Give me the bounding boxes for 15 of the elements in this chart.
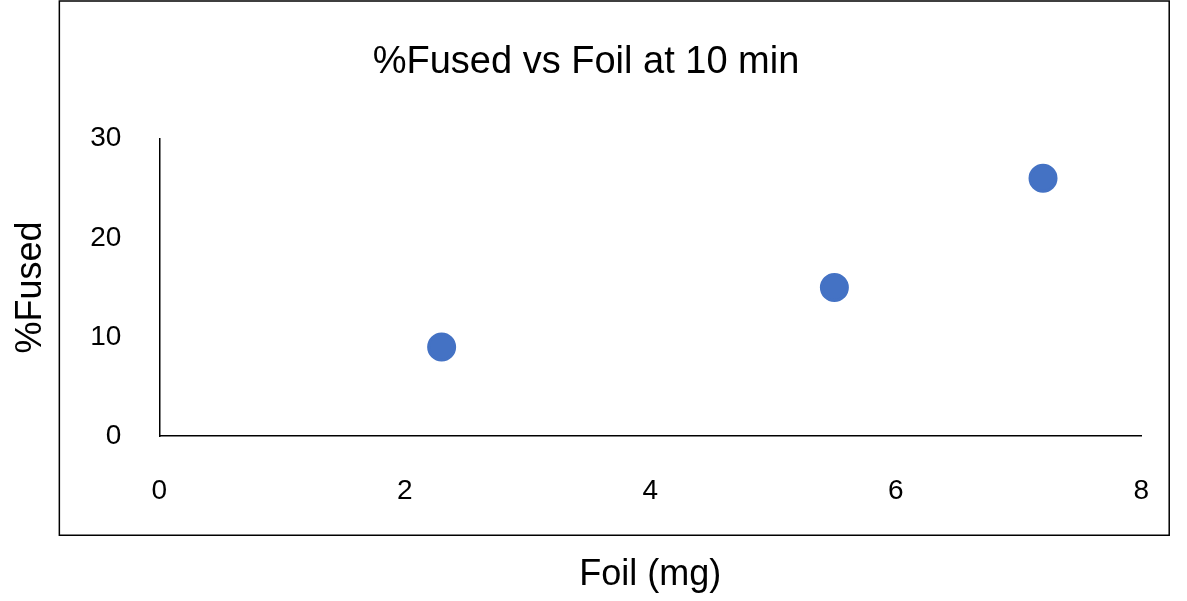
x-tick-label: 2 [397,473,413,505]
point [1028,163,1058,193]
point [819,272,849,302]
x-tick-label: 4 [642,473,659,505]
y-axis-title: %Fused [7,221,49,354]
x-tick-label: 8 [1133,473,1149,505]
chart-title: %Fused vs Foil at 10 min [372,39,800,82]
x-axis-title: Foil (mg) [579,552,722,594]
point [427,332,457,362]
y-tick-label: 20 [90,220,122,252]
x-tick-label: 0 [151,473,168,505]
y-tick-label: 0 [105,418,122,450]
y-tick-label: 30 [90,121,122,153]
x-tick-label: 6 [887,473,904,505]
y-tick-label: 10 [90,319,122,351]
